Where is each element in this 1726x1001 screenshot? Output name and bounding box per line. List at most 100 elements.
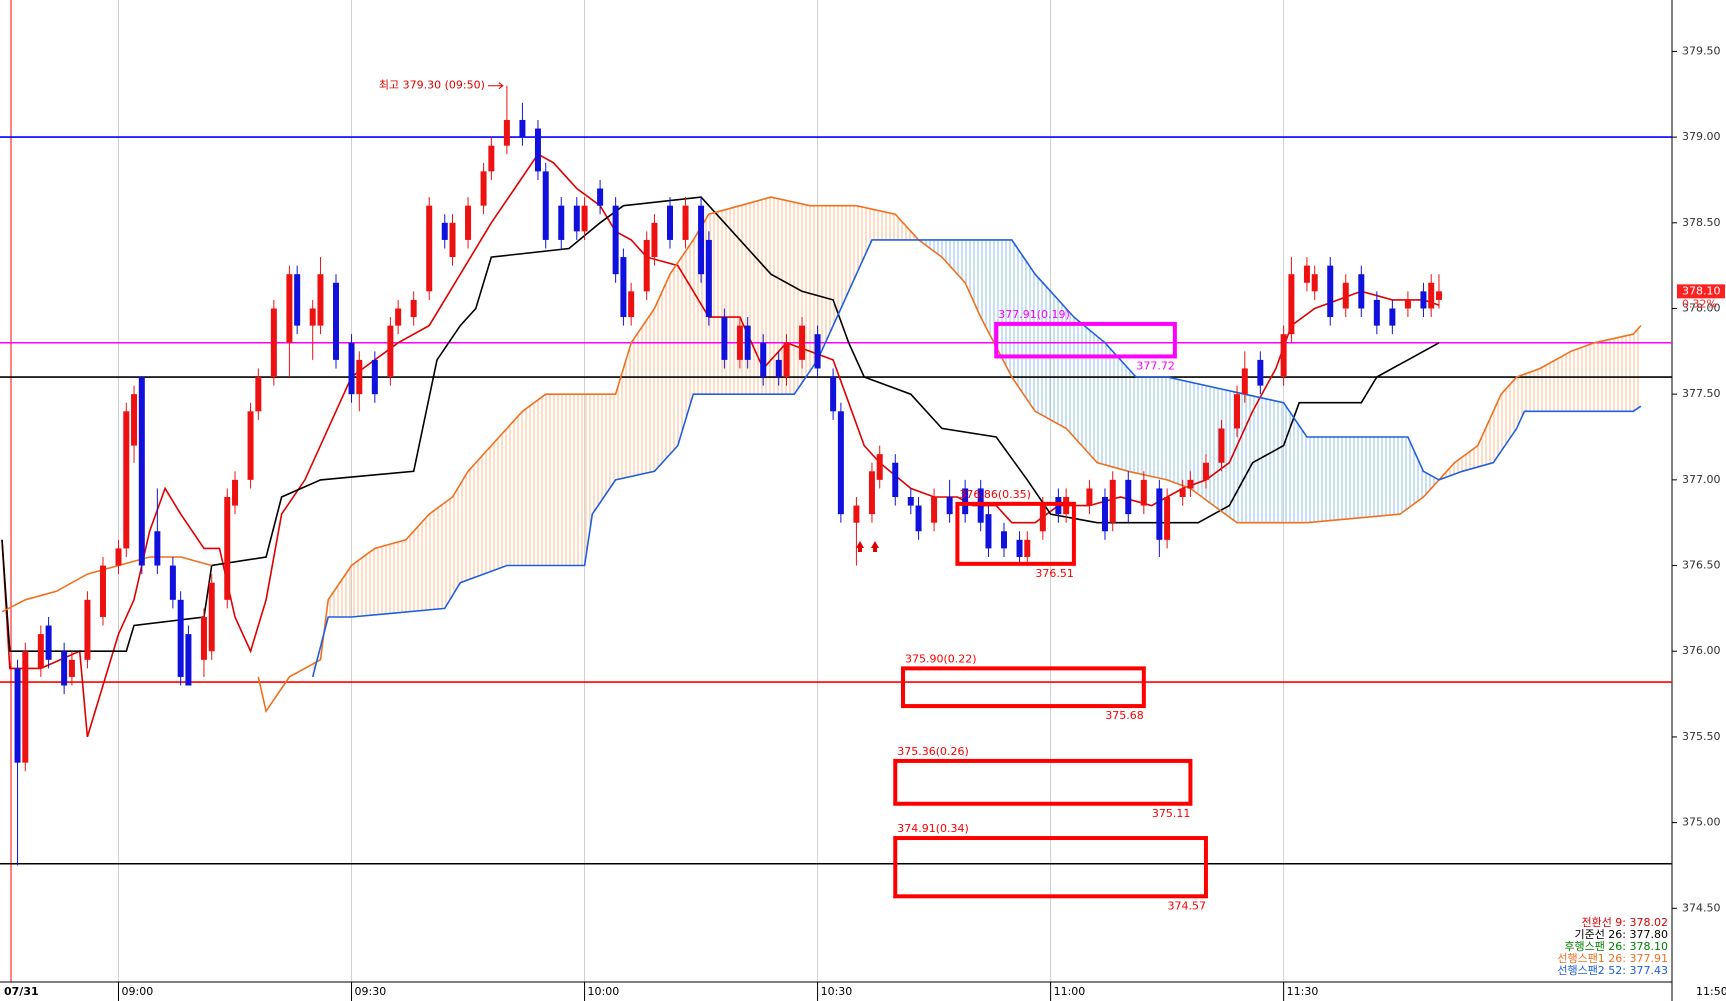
- candle-body: [1280, 334, 1287, 378]
- candle-body: [736, 325, 743, 360]
- candle-body: [356, 359, 363, 395]
- y-tick-label: 379.00: [1682, 130, 1721, 143]
- legend-entry: 후행스팬 26: 378.10: [1564, 940, 1668, 953]
- candle-body: [480, 171, 487, 206]
- candle-body: [1164, 496, 1171, 540]
- candle-body: [387, 325, 394, 378]
- current-time: 11:50: [1696, 985, 1726, 998]
- box-bottom-label: 377.72: [1136, 359, 1175, 372]
- candle-body: [892, 462, 899, 497]
- y-tick-label: 379.50: [1682, 44, 1721, 57]
- candle-body: [1389, 308, 1396, 326]
- candle-body: [698, 205, 705, 275]
- candle-body: [333, 282, 339, 360]
- candle-body: [286, 274, 293, 343]
- candle-body: [37, 634, 44, 669]
- candle-body: [667, 205, 673, 240]
- candle-body: [612, 205, 619, 275]
- x-tick-label: 09:00: [122, 985, 154, 998]
- candle-body: [200, 616, 207, 660]
- candle-body: [131, 394, 138, 446]
- candle-body: [185, 634, 192, 686]
- box-bottom-label: 375.68: [1105, 709, 1144, 722]
- buy-signal: [871, 541, 879, 552]
- candle-body: [84, 599, 91, 660]
- candle-body: [1202, 462, 1209, 480]
- candle-body: [1373, 299, 1380, 326]
- box-bottom-label: 374.57: [1167, 899, 1206, 912]
- x-tick-label: 10:00: [588, 985, 620, 998]
- y-tick-label: 376.00: [1682, 644, 1721, 657]
- candle-body: [208, 582, 215, 652]
- candle-body: [488, 145, 495, 172]
- box-top-label: 376.86(0.35): [959, 488, 1031, 501]
- candle-body: [1257, 359, 1264, 386]
- candle-body: [775, 359, 782, 378]
- candle-body: [1179, 488, 1186, 497]
- box-top-label: 375.36(0.26): [897, 745, 969, 758]
- x-tick-label: 11:30: [1287, 985, 1319, 998]
- price-box: [893, 836, 1208, 899]
- candle-body: [682, 205, 689, 240]
- candle-body: [799, 325, 806, 360]
- candle-body: [1420, 291, 1427, 309]
- legend-entry: 기준선 26: 377.80: [1574, 928, 1668, 941]
- candle-body: [573, 205, 580, 232]
- candle-body: [138, 377, 145, 566]
- candle-body: [542, 171, 549, 240]
- candle-body: [1024, 539, 1031, 557]
- candle-body: [426, 205, 433, 292]
- candle-body: [907, 496, 914, 506]
- candle-body: [558, 205, 565, 240]
- candle-body: [99, 565, 106, 617]
- candle-body: [294, 274, 301, 326]
- candle-body: [814, 334, 821, 369]
- candle-body: [1156, 488, 1163, 540]
- candle-body: [1342, 282, 1349, 309]
- candle-body: [270, 308, 277, 378]
- candle-body: [348, 342, 355, 395]
- candle-body: [14, 668, 21, 763]
- y-tick-label: 376.50: [1682, 559, 1721, 572]
- candle-body: [1435, 291, 1442, 300]
- price-box: [994, 321, 1177, 359]
- price-box: [901, 666, 1146, 709]
- candle-body: [597, 188, 604, 206]
- candle-body: [876, 454, 883, 480]
- candle-body: [946, 496, 953, 515]
- box-top-label: 377.91(0.19): [998, 308, 1070, 321]
- candle-body: [449, 222, 456, 258]
- candle-body: [115, 548, 122, 566]
- x-tick-label: 10:30: [821, 985, 853, 998]
- last-price-change: 0.32%: [1682, 297, 1717, 310]
- candle-body: [255, 377, 262, 412]
- candle-body: [224, 496, 231, 600]
- high-annotation: 최고 379.30 (09:50): [379, 79, 485, 92]
- y-tick-label: 375.50: [1682, 730, 1721, 743]
- legend-entry: 전환선 9: 378.02: [1581, 916, 1668, 929]
- candle-body: [962, 488, 969, 515]
- y-tick-label: 377.00: [1682, 473, 1721, 486]
- candle-body: [1404, 299, 1411, 309]
- candle-body: [410, 299, 417, 318]
- y-tick-label: 375.00: [1682, 816, 1721, 829]
- y-tick-label: 377.50: [1682, 387, 1721, 400]
- candle-body: [1039, 505, 1046, 532]
- candle-body: [395, 308, 402, 326]
- candle-body: [1125, 479, 1132, 515]
- y-tick-label: 374.50: [1682, 901, 1721, 914]
- candle-body: [581, 205, 588, 232]
- candle-body: [1016, 539, 1023, 557]
- box-top-label: 375.90(0.22): [905, 652, 977, 665]
- candle-body: [317, 274, 324, 326]
- price-box: [955, 501, 1076, 566]
- candle-body: [783, 342, 790, 378]
- candle-body: [309, 308, 316, 326]
- box-bottom-label: 375.11: [1152, 807, 1191, 820]
- candle-body: [620, 257, 627, 318]
- candle-body: [1218, 428, 1225, 463]
- candle-body: [534, 128, 541, 172]
